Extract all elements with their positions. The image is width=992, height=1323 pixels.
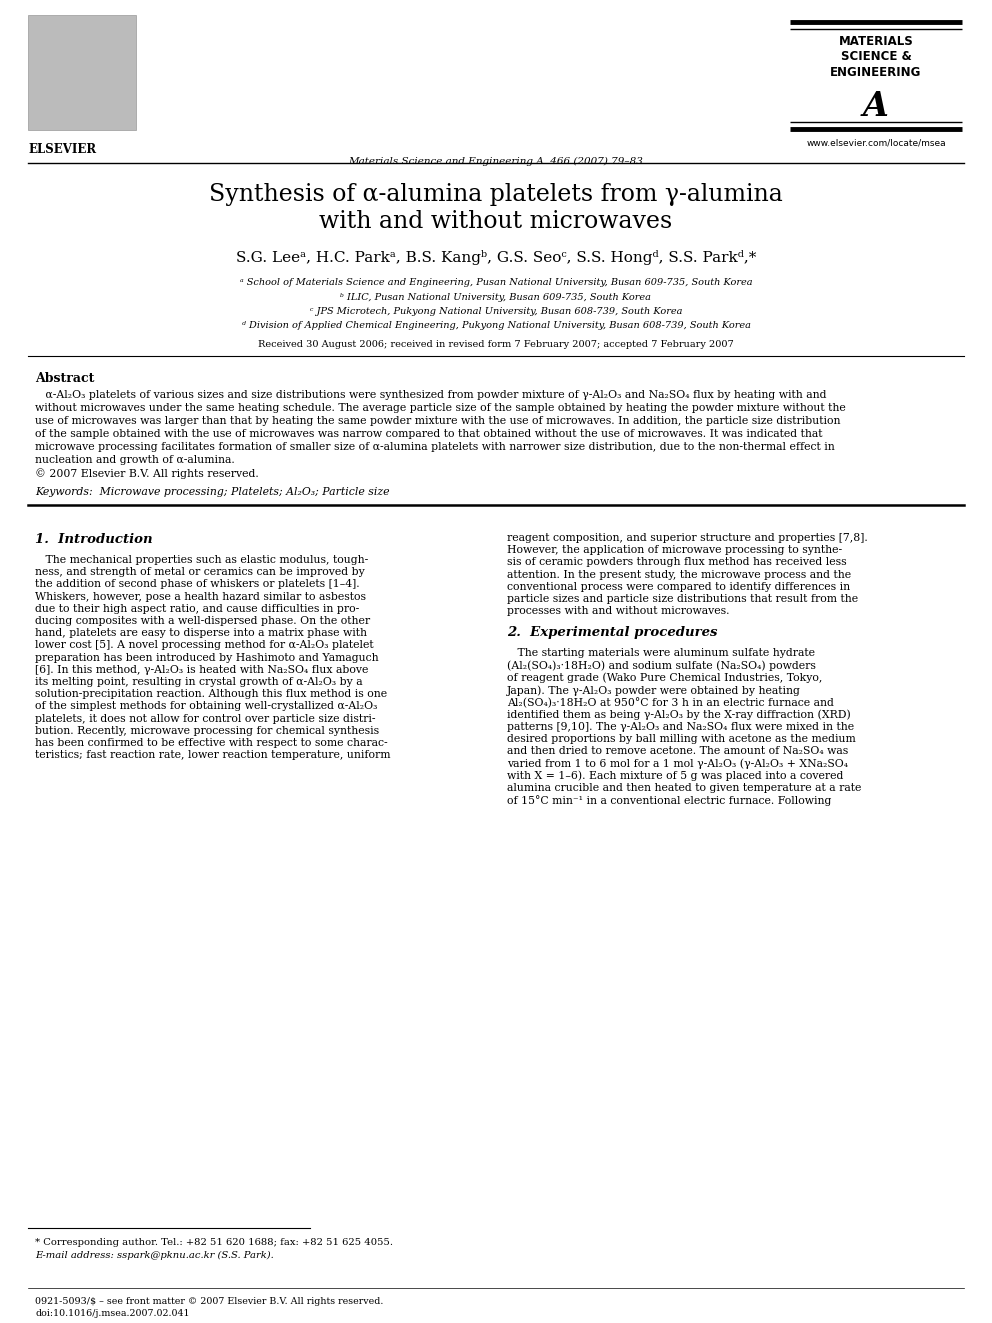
Text: ᶜ JPS Microtech, Pukyong National University, Busan 608-739, South Korea: ᶜ JPS Microtech, Pukyong National Univer… <box>310 307 682 316</box>
Text: reagent composition, and superior structure and properties [7,8].: reagent composition, and superior struct… <box>507 533 868 542</box>
Text: www.elsevier.com/locate/msea: www.elsevier.com/locate/msea <box>806 138 945 147</box>
Text: 2.  Experimental procedures: 2. Experimental procedures <box>507 626 717 639</box>
Text: ᵃ School of Materials Science and Engineering, Pusan National University, Busan : ᵃ School of Materials Science and Engine… <box>240 278 752 287</box>
Text: with X = 1–6). Each mixture of 5 g was placed into a covered: with X = 1–6). Each mixture of 5 g was p… <box>507 770 843 781</box>
Text: [6]. In this method, γ-Al₂O₃ is heated with Na₂SO₄ flux above: [6]. In this method, γ-Al₂O₃ is heated w… <box>35 664 368 675</box>
Text: Received 30 August 2006; received in revised form 7 February 2007; accepted 7 Fe: Received 30 August 2006; received in rev… <box>258 340 734 349</box>
Text: due to their high aspect ratio, and cause difficulties in pro-: due to their high aspect ratio, and caus… <box>35 603 359 614</box>
Text: teristics; fast reaction rate, lower reaction temperature, uniform: teristics; fast reaction rate, lower rea… <box>35 750 391 761</box>
Text: ᵇ ILIC, Pusan National University, Busan 609-735, South Korea: ᵇ ILIC, Pusan National University, Busan… <box>340 292 652 302</box>
Text: ELSEVIER: ELSEVIER <box>28 143 96 156</box>
Text: (Al₂(SO₄)₃·18H₂O) and sodium sulfate (Na₂SO₄) powders: (Al₂(SO₄)₃·18H₂O) and sodium sulfate (Na… <box>507 660 815 671</box>
Text: varied from 1 to 6 mol for a 1 mol γ-Al₂O₃ (γ-Al₂O₃ + XNa₂SO₄: varied from 1 to 6 mol for a 1 mol γ-Al₂… <box>507 758 848 769</box>
Text: attention. In the present study, the microwave process and the: attention. In the present study, the mic… <box>507 570 851 579</box>
Text: patterns [9,10]. The γ-Al₂O₃ and Na₂SO₄ flux were mixed in the: patterns [9,10]. The γ-Al₂O₃ and Na₂SO₄ … <box>507 721 854 732</box>
Text: The mechanical properties such as elastic modulus, tough-: The mechanical properties such as elasti… <box>35 556 368 565</box>
Text: E-mail address: sspark@pknu.ac.kr (S.S. Park).: E-mail address: sspark@pknu.ac.kr (S.S. … <box>35 1252 274 1259</box>
Text: its melting point, resulting in crystal growth of α-Al₂O₃ by a: its melting point, resulting in crystal … <box>35 677 363 687</box>
Text: Synthesis of α-alumina platelets from γ-alumina: Synthesis of α-alumina platelets from γ-… <box>209 183 783 206</box>
Text: Japan). The γ-Al₂O₃ powder were obtained by heating: Japan). The γ-Al₂O₃ powder were obtained… <box>507 685 801 696</box>
Text: doi:10.1016/j.msea.2007.02.041: doi:10.1016/j.msea.2007.02.041 <box>35 1308 189 1318</box>
Text: alumina crucible and then heated to given temperature at a rate: alumina crucible and then heated to give… <box>507 783 861 792</box>
Text: Al₂(SO₄)₃·18H₂O at 950°C for 3 h in an electric furnace and: Al₂(SO₄)₃·18H₂O at 950°C for 3 h in an e… <box>507 697 834 708</box>
Text: α-Al₂O₃ platelets of various sizes and size distributions were synthesized from : α-Al₂O₃ platelets of various sizes and s… <box>35 390 826 400</box>
Text: lower cost [5]. A novel processing method for α-Al₂O₃ platelet: lower cost [5]. A novel processing metho… <box>35 640 374 651</box>
Text: processes with and without microwaves.: processes with and without microwaves. <box>507 606 729 617</box>
Text: use of microwaves was larger than that by heating the same powder mixture with t: use of microwaves was larger than that b… <box>35 415 840 426</box>
Text: preparation has been introduced by Hashimoto and Yamaguch: preparation has been introduced by Hashi… <box>35 652 379 663</box>
Text: Keywords:  Microwave processing; Platelets; Al₂O₃; Particle size: Keywords: Microwave processing; Platelet… <box>35 487 390 497</box>
Text: However, the application of microwave processing to synthe-: However, the application of microwave pr… <box>507 545 842 556</box>
Text: nucleation and growth of α-alumina.: nucleation and growth of α-alumina. <box>35 455 235 464</box>
Text: Materials Science and Engineering A  466 (2007) 79–83: Materials Science and Engineering A 466 … <box>348 157 644 167</box>
Text: conventional process were compared to identify differences in: conventional process were compared to id… <box>507 582 850 591</box>
Text: ducing composites with a well-dispersed phase. On the other: ducing composites with a well-dispersed … <box>35 617 370 626</box>
Text: of 15°C min⁻¹ in a conventional electric furnace. Following: of 15°C min⁻¹ in a conventional electric… <box>507 795 831 806</box>
Text: 1.  Introduction: 1. Introduction <box>35 533 153 546</box>
Text: sis of ceramic powders through flux method has received less: sis of ceramic powders through flux meth… <box>507 557 846 568</box>
Text: hand, platelets are easy to disperse into a matrix phase with: hand, platelets are easy to disperse int… <box>35 628 367 638</box>
Text: © 2007 Elsevier B.V. All rights reserved.: © 2007 Elsevier B.V. All rights reserved… <box>35 468 259 479</box>
Text: the addition of second phase of whiskers or platelets [1–4].: the addition of second phase of whiskers… <box>35 579 360 590</box>
Text: S.G. Leeᵃ, H.C. Parkᵃ, B.S. Kangᵇ, G.S. Seoᶜ, S.S. Hongᵈ, S.S. Parkᵈ,*: S.G. Leeᵃ, H.C. Parkᵃ, B.S. Kangᵇ, G.S. … <box>236 250 756 265</box>
Text: Abstract: Abstract <box>35 372 94 385</box>
Text: and then dried to remove acetone. The amount of Na₂SO₄ was: and then dried to remove acetone. The am… <box>507 746 848 755</box>
Text: Whiskers, however, pose a health hazard similar to asbestos: Whiskers, however, pose a health hazard … <box>35 591 366 602</box>
Text: desired proportions by ball milling with acetone as the medium: desired proportions by ball milling with… <box>507 734 856 744</box>
Text: ness, and strength of metal or ceramics can be improved by: ness, and strength of metal or ceramics … <box>35 568 365 577</box>
Text: The starting materials were aluminum sulfate hydrate: The starting materials were aluminum sul… <box>507 648 815 659</box>
Text: has been confirmed to be effective with respect to some charac-: has been confirmed to be effective with … <box>35 738 388 747</box>
Bar <box>28 15 136 130</box>
Text: particle sizes and particle size distributions that result from the: particle sizes and particle size distrib… <box>507 594 858 605</box>
Text: with and without microwaves: with and without microwaves <box>319 210 673 233</box>
Text: of the simplest methods for obtaining well-crystallized α-Al₂O₃: of the simplest methods for obtaining we… <box>35 701 377 712</box>
Text: bution. Recently, microwave processing for chemical synthesis: bution. Recently, microwave processing f… <box>35 726 379 736</box>
Text: * Corresponding author. Tel.: +82 51 620 1688; fax: +82 51 625 4055.: * Corresponding author. Tel.: +82 51 620… <box>35 1238 393 1248</box>
Text: of reagent grade (Wako Pure Chemical Industries, Tokyo,: of reagent grade (Wako Pure Chemical Ind… <box>507 673 822 684</box>
Text: 0921-5093/$ – see front matter © 2007 Elsevier B.V. All rights reserved.: 0921-5093/$ – see front matter © 2007 El… <box>35 1297 383 1306</box>
Text: MATERIALS
SCIENCE &
ENGINEERING: MATERIALS SCIENCE & ENGINEERING <box>830 34 922 79</box>
Text: without microwaves under the same heating schedule. The average particle size of: without microwaves under the same heatin… <box>35 404 846 413</box>
Text: solution-precipitation reaction. Although this flux method is one: solution-precipitation reaction. Althoug… <box>35 689 387 699</box>
Text: ᵈ Division of Applied Chemical Engineering, Pukyong National University, Busan 6: ᵈ Division of Applied Chemical Engineeri… <box>241 321 751 331</box>
Text: identified them as being γ-Al₂O₃ by the X-ray diffraction (XRD): identified them as being γ-Al₂O₃ by the … <box>507 709 851 720</box>
Text: A: A <box>863 90 889 123</box>
Text: of the sample obtained with the use of microwaves was narrow compared to that ob: of the sample obtained with the use of m… <box>35 429 822 439</box>
Text: microwave processing facilitates formation of smaller size of α-alumina platelet: microwave processing facilitates formati… <box>35 442 834 452</box>
Text: platelets, it does not allow for control over particle size distri-: platelets, it does not allow for control… <box>35 713 376 724</box>
